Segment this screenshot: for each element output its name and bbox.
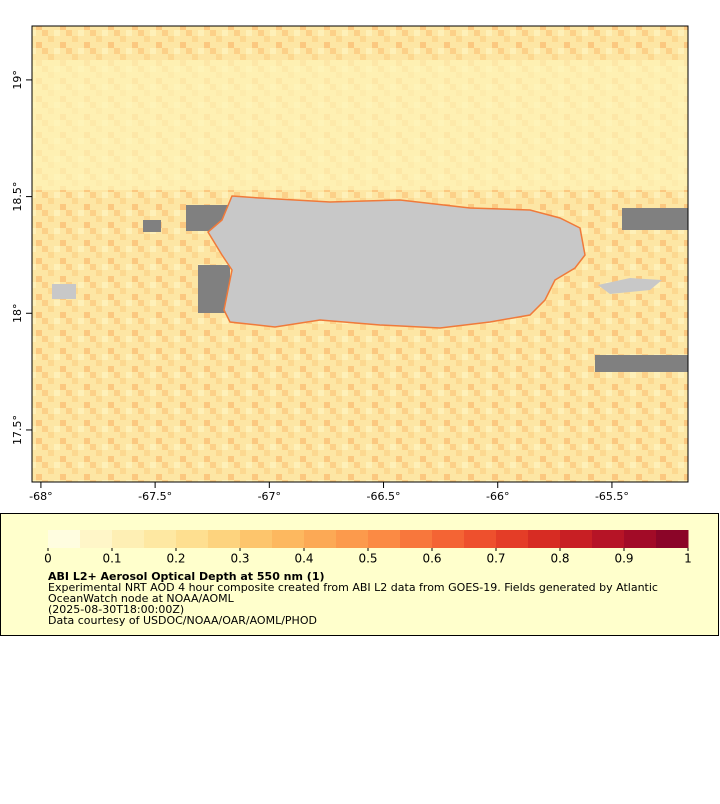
x-tick-label: -65.5° bbox=[595, 490, 629, 503]
cloud-mask bbox=[143, 220, 161, 232]
colorbar-segment bbox=[592, 530, 625, 548]
legend-title: ABI L2+ Aerosol Optical Depth at 550 nm … bbox=[48, 570, 325, 583]
colorbar-segment bbox=[80, 530, 113, 548]
land-mona bbox=[52, 284, 76, 299]
colorbar-tick-label: 0.1 bbox=[102, 552, 121, 566]
x-tick-label: -66.5° bbox=[367, 490, 401, 503]
colorbar-segment bbox=[272, 530, 305, 548]
colorbar-tick-label: 0.9 bbox=[614, 552, 633, 566]
x-tick-label: -67° bbox=[258, 490, 281, 503]
map-area bbox=[31, 25, 689, 483]
cloud-mask bbox=[622, 208, 688, 230]
colorbar-tick-label: 0.4 bbox=[294, 552, 313, 566]
colorbar-segment bbox=[304, 530, 337, 548]
land-vieques bbox=[598, 278, 662, 294]
legend-description: OceanWatch node at NOAA/AOML bbox=[48, 592, 235, 605]
colorbar-tick-label: 0.3 bbox=[230, 552, 249, 566]
land-puerto-rico bbox=[207, 195, 586, 329]
colorbar-segment bbox=[144, 530, 177, 548]
colorbar-segment bbox=[624, 530, 657, 548]
y-tick-label: 19° bbox=[11, 70, 24, 90]
colorbar-tick-label: 0 bbox=[44, 552, 52, 566]
colorbar-segment bbox=[112, 530, 145, 548]
colorbar-tick-label: 1 bbox=[684, 552, 692, 566]
colorbar-tick-label: 0.8 bbox=[550, 552, 569, 566]
legend-description: Data courtesy of USDOC/NOAA/OAR/AOML/PHO… bbox=[48, 614, 317, 627]
colorbar-segment bbox=[336, 530, 369, 548]
x-tick-label: -67.5° bbox=[138, 490, 172, 503]
legend-description: Experimental NRT AOD 4 hour composite cr… bbox=[48, 581, 658, 594]
colorbar-segment bbox=[528, 530, 561, 548]
x-tick-label: -68° bbox=[29, 490, 52, 503]
colorbar-segment bbox=[400, 530, 433, 548]
colorbar-tick-label: 0.2 bbox=[166, 552, 185, 566]
colorbar-segment bbox=[240, 530, 273, 548]
legend-description: (2025-08-30T18:00:00Z) bbox=[48, 603, 184, 616]
y-tick-label: 18° bbox=[11, 304, 24, 324]
colorbar-segment bbox=[464, 530, 497, 548]
colorbar-segment bbox=[496, 530, 529, 548]
colorbar-tick-label: 0.5 bbox=[358, 552, 377, 566]
map-frame bbox=[31, 25, 689, 483]
colorbar-tick-label: 0.6 bbox=[422, 552, 441, 566]
colorbar-segment bbox=[432, 530, 465, 548]
colorbar-segment bbox=[560, 530, 593, 548]
colorbar-segment bbox=[176, 530, 209, 548]
y-tick-label: 18.5° bbox=[11, 182, 24, 212]
cloud-mask bbox=[595, 355, 688, 372]
x-tick-label: -66° bbox=[486, 490, 509, 503]
clear-band bbox=[32, 60, 688, 190]
colorbar-segment bbox=[656, 530, 689, 548]
colorbar-segment bbox=[48, 530, 81, 548]
colorbar-tick-label: 0.7 bbox=[486, 552, 505, 566]
colorbar-segment bbox=[368, 530, 401, 548]
colorbar-segment bbox=[208, 530, 241, 548]
y-tick-label: 17.5° bbox=[11, 415, 24, 445]
